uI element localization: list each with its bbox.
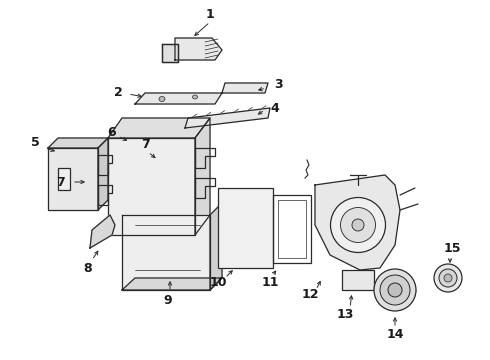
Polygon shape — [222, 83, 268, 93]
Text: 1: 1 — [206, 9, 215, 22]
Text: 11: 11 — [261, 275, 279, 288]
Polygon shape — [175, 38, 222, 60]
Polygon shape — [315, 175, 400, 270]
Text: 7: 7 — [141, 139, 149, 152]
Polygon shape — [108, 118, 210, 138]
Ellipse shape — [341, 207, 375, 243]
Text: 2: 2 — [114, 85, 122, 99]
Polygon shape — [48, 148, 98, 210]
Text: 4: 4 — [270, 102, 279, 114]
Ellipse shape — [330, 198, 386, 252]
Text: 6: 6 — [108, 126, 116, 139]
Polygon shape — [135, 93, 222, 104]
Bar — [278, 200, 306, 258]
Polygon shape — [108, 138, 195, 235]
Ellipse shape — [352, 219, 364, 231]
Ellipse shape — [380, 275, 410, 305]
Polygon shape — [98, 138, 108, 210]
Polygon shape — [122, 215, 210, 290]
Text: 9: 9 — [164, 293, 172, 306]
Polygon shape — [122, 278, 222, 290]
Bar — [218, 188, 273, 268]
Text: 3: 3 — [274, 78, 282, 91]
Text: 5: 5 — [31, 135, 39, 148]
Ellipse shape — [374, 269, 416, 311]
Polygon shape — [48, 138, 108, 148]
Bar — [58, 168, 70, 190]
Ellipse shape — [193, 95, 197, 99]
Text: 14: 14 — [386, 328, 404, 342]
Text: 10: 10 — [209, 275, 227, 288]
Polygon shape — [185, 108, 270, 128]
Ellipse shape — [388, 283, 402, 297]
Ellipse shape — [159, 96, 165, 102]
Text: 7: 7 — [56, 175, 64, 189]
Polygon shape — [210, 203, 222, 290]
Text: 13: 13 — [336, 309, 354, 321]
Bar — [342, 270, 374, 290]
Ellipse shape — [434, 264, 462, 292]
Polygon shape — [90, 215, 115, 248]
Text: 8: 8 — [84, 261, 92, 274]
Text: 12: 12 — [301, 288, 319, 302]
Ellipse shape — [444, 274, 452, 282]
Text: 15: 15 — [443, 242, 461, 255]
Polygon shape — [162, 44, 178, 62]
Polygon shape — [195, 118, 210, 235]
Bar — [273, 195, 311, 263]
Ellipse shape — [439, 269, 457, 287]
